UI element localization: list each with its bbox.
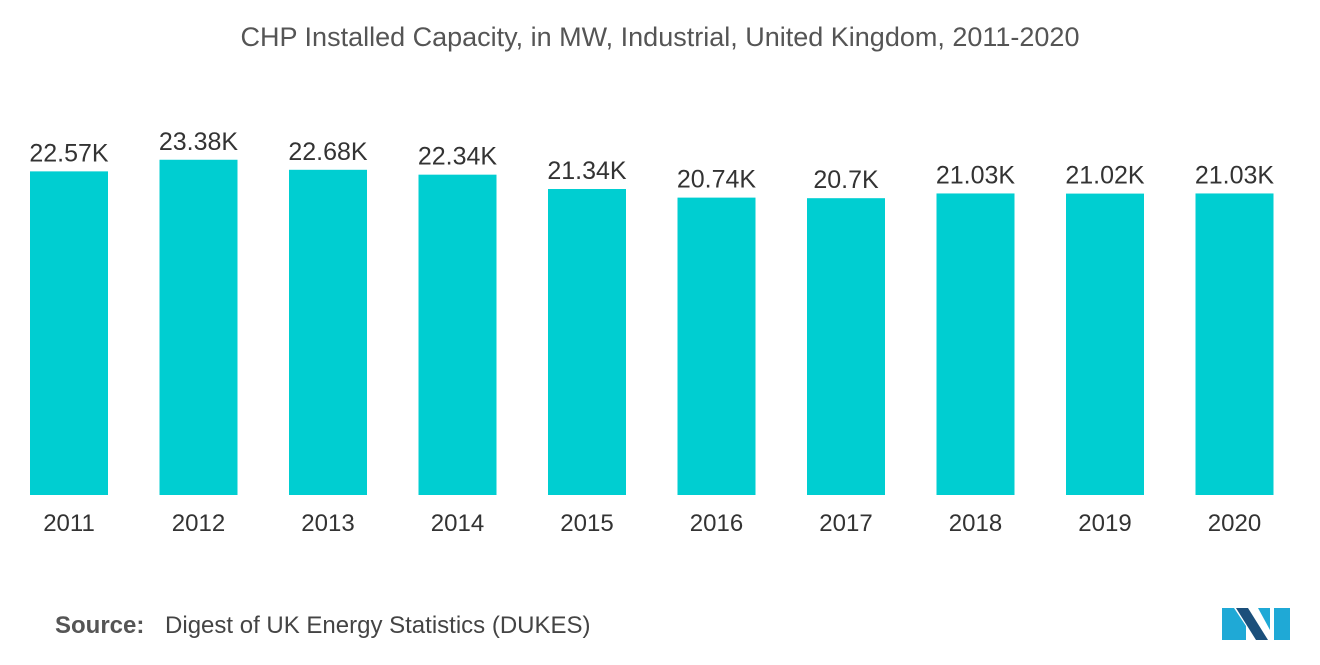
bar-2012 [159, 159, 238, 495]
logo-shape-left [1222, 608, 1246, 640]
x-tick-2012: 2012 [172, 510, 225, 537]
bar-2017 [807, 198, 885, 495]
value-label-2017: 20.7K [813, 166, 879, 194]
bar-2013 [289, 169, 367, 495]
x-tick-2011: 2011 [43, 510, 95, 537]
source-label: Source: [55, 612, 145, 639]
bar-chart: 22.57K 23.38K 22.68K 22.34K 21.34K 20.74K 20.7… [29, 128, 1274, 537]
value-label-2019: 21.02K [1065, 162, 1145, 190]
x-tick-2016: 2016 [690, 510, 743, 537]
bar-2019 [1066, 193, 1144, 495]
mordor-intelligence-logo-icon [1222, 608, 1290, 640]
value-label-2014: 22.34K [418, 143, 498, 171]
bar-2018 [936, 193, 1015, 495]
chart-title: CHP Installed Capacity, in MW, Industria… [240, 22, 1080, 52]
value-label-2016: 20.74K [677, 166, 757, 194]
logo-shape-mid [1236, 608, 1268, 640]
value-label-2013: 22.68K [288, 138, 368, 166]
x-tick-2017: 2017 [819, 510, 872, 537]
x-tick-2019: 2019 [1078, 510, 1131, 537]
source-text: Digest of UK Energy Statistics (DUKES) [165, 612, 591, 639]
bar-2011 [30, 171, 108, 495]
x-tick-2014: 2014 [431, 510, 484, 537]
bar-2016 [677, 197, 756, 495]
value-labels-group: 22.57K 23.38K 22.68K 22.34K 21.34K 20.74K 20.7… [29, 128, 1274, 194]
x-tick-labels-group: 2011 2012 2013 2014 2015 2016 2017 2018 2019 2020 [43, 510, 1261, 537]
source-note: Source: Digest of UK Energy Statistics (… [55, 612, 591, 640]
x-tick-2018: 2018 [949, 510, 1002, 537]
value-label-2020: 21.03K [1195, 161, 1275, 189]
x-tick-2013: 2013 [301, 510, 354, 537]
x-tick-2020: 2020 [1208, 510, 1261, 537]
logo-shape-far [1274, 608, 1290, 640]
bar-2015 [548, 189, 626, 495]
bar-2020 [1195, 193, 1274, 495]
logo-shape-right [1258, 608, 1270, 630]
value-label-2015: 21.34K [547, 157, 627, 185]
value-label-2018: 21.03K [936, 161, 1016, 189]
x-tick-2015: 2015 [560, 510, 613, 537]
bars-group [30, 159, 1274, 496]
value-label-2011: 22.57K [29, 139, 109, 167]
value-label-2012: 23.38K [159, 128, 239, 156]
bar-2014 [418, 174, 497, 496]
